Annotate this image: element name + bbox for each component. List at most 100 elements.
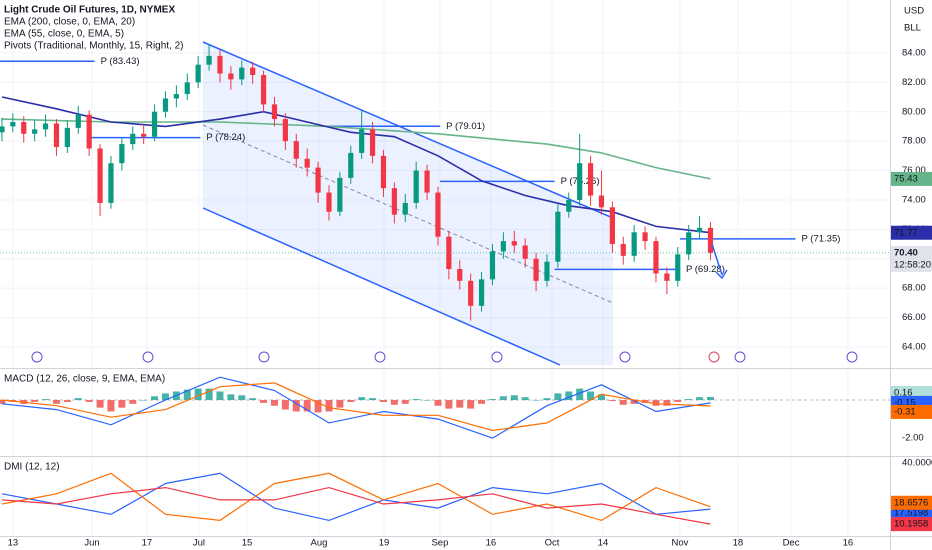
candle-body	[250, 67, 256, 75]
candle-body	[391, 188, 397, 215]
histogram-bar	[303, 400, 311, 412]
candle-body	[577, 163, 583, 200]
candle-body	[369, 129, 376, 156]
histogram-bar	[205, 388, 213, 401]
histogram-bar	[281, 400, 289, 410]
histogram-bar	[161, 393, 169, 401]
candle-body	[675, 254, 681, 281]
price-badge-label: 18.6576	[894, 497, 928, 508]
legend-item: Pivots (Traditional, Monthly, 15, Right,…	[4, 41, 184, 52]
candle-body	[566, 199, 572, 212]
candle-body	[620, 244, 626, 256]
candle-body	[424, 170, 430, 193]
candle-body	[653, 241, 659, 274]
histogram-bar	[379, 400, 387, 402]
event-icon[interactable]	[142, 351, 154, 363]
candle-body	[489, 251, 496, 280]
candle-body	[631, 232, 637, 256]
price-badge	[891, 517, 932, 532]
candle-body	[686, 232, 692, 255]
candle-body	[348, 152, 354, 178]
candle-body	[664, 273, 670, 281]
channel-top	[202, 41, 614, 219]
candle-body	[380, 155, 387, 189]
candle-body	[32, 129, 38, 134]
histogram-bar	[706, 397, 714, 401]
histogram-bar	[85, 400, 93, 402]
event-icon[interactable]	[619, 351, 631, 363]
histogram-bar	[456, 400, 464, 408]
event-icon[interactable]	[31, 351, 43, 363]
event-icon[interactable]	[374, 351, 386, 363]
candle-body	[457, 269, 463, 281]
histogram-bar	[270, 400, 278, 406]
legend-item: EMA (200, close, 0, EMA, 20)	[4, 17, 135, 28]
x-tick-label: Jun	[84, 538, 99, 549]
pane-title: MACD (12, 26, close, 9, EMA, EMA)	[4, 374, 165, 385]
histogram-bar	[238, 395, 246, 401]
histogram-bar	[0, 400, 6, 404]
price-badge-label: -0.31	[894, 406, 916, 417]
x-tick-label: 13	[8, 538, 19, 549]
y-tick-label: 68.00	[902, 283, 926, 294]
histogram-bar	[521, 397, 529, 401]
histogram-bar	[619, 400, 627, 405]
histogram-bar	[554, 393, 562, 401]
candle-body	[587, 163, 594, 196]
event-icon[interactable]	[491, 351, 503, 363]
x-tick-label: Oct	[545, 538, 560, 549]
candle-body	[42, 123, 49, 130]
currency[interactable]: USD	[904, 6, 924, 17]
candle-body	[119, 144, 125, 164]
candle-body	[206, 55, 212, 65]
pivot-label: P (71.35)	[801, 233, 840, 244]
arrow-head	[715, 269, 728, 280]
arrow-line	[711, 243, 723, 276]
indicator-line	[1, 376, 711, 439]
histogram-bar	[663, 400, 671, 406]
pivot-label: P (78.24)	[206, 132, 245, 143]
candle-body	[108, 163, 114, 203]
candle-body	[184, 82, 190, 95]
candle-body	[260, 74, 267, 105]
price-badge-label: 75.43	[894, 173, 918, 184]
histogram-bar	[576, 388, 584, 401]
x-tick-label: Jul	[193, 538, 205, 549]
candle-body	[511, 241, 517, 246]
histogram-bar	[227, 394, 235, 401]
x-tick-label: Nov	[672, 538, 689, 549]
event-icon[interactable]	[734, 351, 746, 363]
symbol-title: Light Crude Oil Futures, 1D, NYMEX	[4, 5, 175, 16]
candle-body	[217, 55, 223, 74]
histogram-bar	[52, 400, 60, 404]
histogram-bar	[325, 400, 333, 412]
histogram-bar	[532, 400, 540, 401]
candle-body	[533, 258, 539, 281]
histogram-bar	[358, 397, 366, 401]
histogram-bar	[249, 398, 257, 401]
indicator-line	[1, 472, 711, 522]
candle-body	[151, 111, 158, 137]
event-icon[interactable]	[708, 351, 720, 363]
grid	[0, 0, 890, 536]
histogram-bar	[183, 389, 191, 401]
y-tick-label: 40.0000	[902, 458, 932, 469]
pivot-label: P (79.01)	[446, 121, 485, 132]
event-icons	[31, 351, 858, 363]
candle-body	[707, 227, 714, 253]
y-tick-label: 84.00	[902, 47, 926, 58]
candle-body	[195, 64, 201, 83]
x-tick-label: 15	[242, 538, 253, 549]
histogram-bar	[347, 400, 355, 402]
price-badge	[891, 495, 932, 510]
histogram-bar	[597, 394, 605, 401]
histogram-bar	[467, 400, 475, 409]
event-icon[interactable]	[846, 351, 858, 363]
unit[interactable]: BLL	[904, 23, 921, 34]
candle-body	[75, 114, 81, 128]
y-tick-label: 74.00	[902, 194, 926, 205]
event-icon[interactable]	[258, 351, 270, 363]
channel-fill	[203, 42, 613, 365]
price-badge-label: 0.16	[894, 388, 913, 399]
candle-body	[64, 127, 70, 148]
